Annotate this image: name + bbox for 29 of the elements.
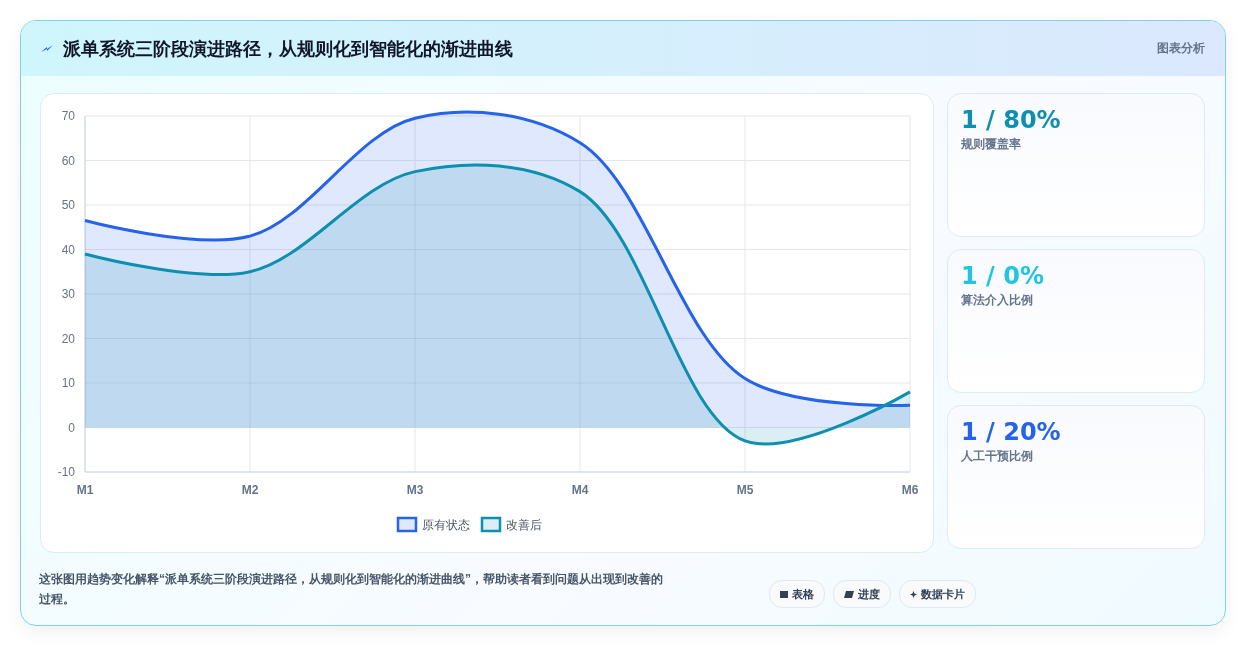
- text: 算法介入比例: [961, 292, 1034, 309]
- text: 1 / 20%: [961, 418, 1062, 446]
- text: 数据卡片: [899, 580, 976, 608]
- x-tick-label: M1: [76, 483, 94, 497]
- legend-label: 改善后: [506, 518, 542, 532]
- x-tick-label: M6: [901, 483, 919, 497]
- text: 表格: [769, 580, 825, 608]
- y-tick-label: 70: [61, 109, 76, 124]
- y-tick-label: 20: [61, 331, 76, 346]
- y-tick-label: 10: [61, 376, 76, 391]
- text: 人工干预比例: [961, 448, 1034, 465]
- y-tick-label: 60: [61, 153, 76, 168]
- text: 图表分析: [1157, 40, 1205, 57]
- text: 这张图用趋势变化解释“派单系统三阶段演进路径，从规则化到智能化的渐进曲线”，帮助读者看到问题从出现到改善的过程。: [39, 571, 664, 608]
- y-tick-label: 40: [61, 242, 76, 257]
- text: 1 / 0%: [961, 262, 1045, 290]
- y-tick-label: 0: [68, 420, 76, 435]
- chart-title: 派单系统三阶段演进路径，从规则化到智能化的渐进曲线: [63, 37, 513, 61]
- y-tick-label: -10: [57, 465, 76, 480]
- text: 1 / 80%: [961, 106, 1062, 134]
- text: 进度: [833, 580, 891, 608]
- text: 规则覆盖率: [961, 136, 1022, 153]
- legend-label: 原有状态: [422, 518, 470, 532]
- x-tick-label: M4: [571, 483, 589, 497]
- y-tick-label: 30: [61, 287, 76, 302]
- x-tick-label: M2: [241, 483, 259, 497]
- x-tick-label: M3: [406, 483, 424, 497]
- x-tick-label: M5: [736, 483, 754, 497]
- y-tick-label: 50: [61, 198, 76, 213]
